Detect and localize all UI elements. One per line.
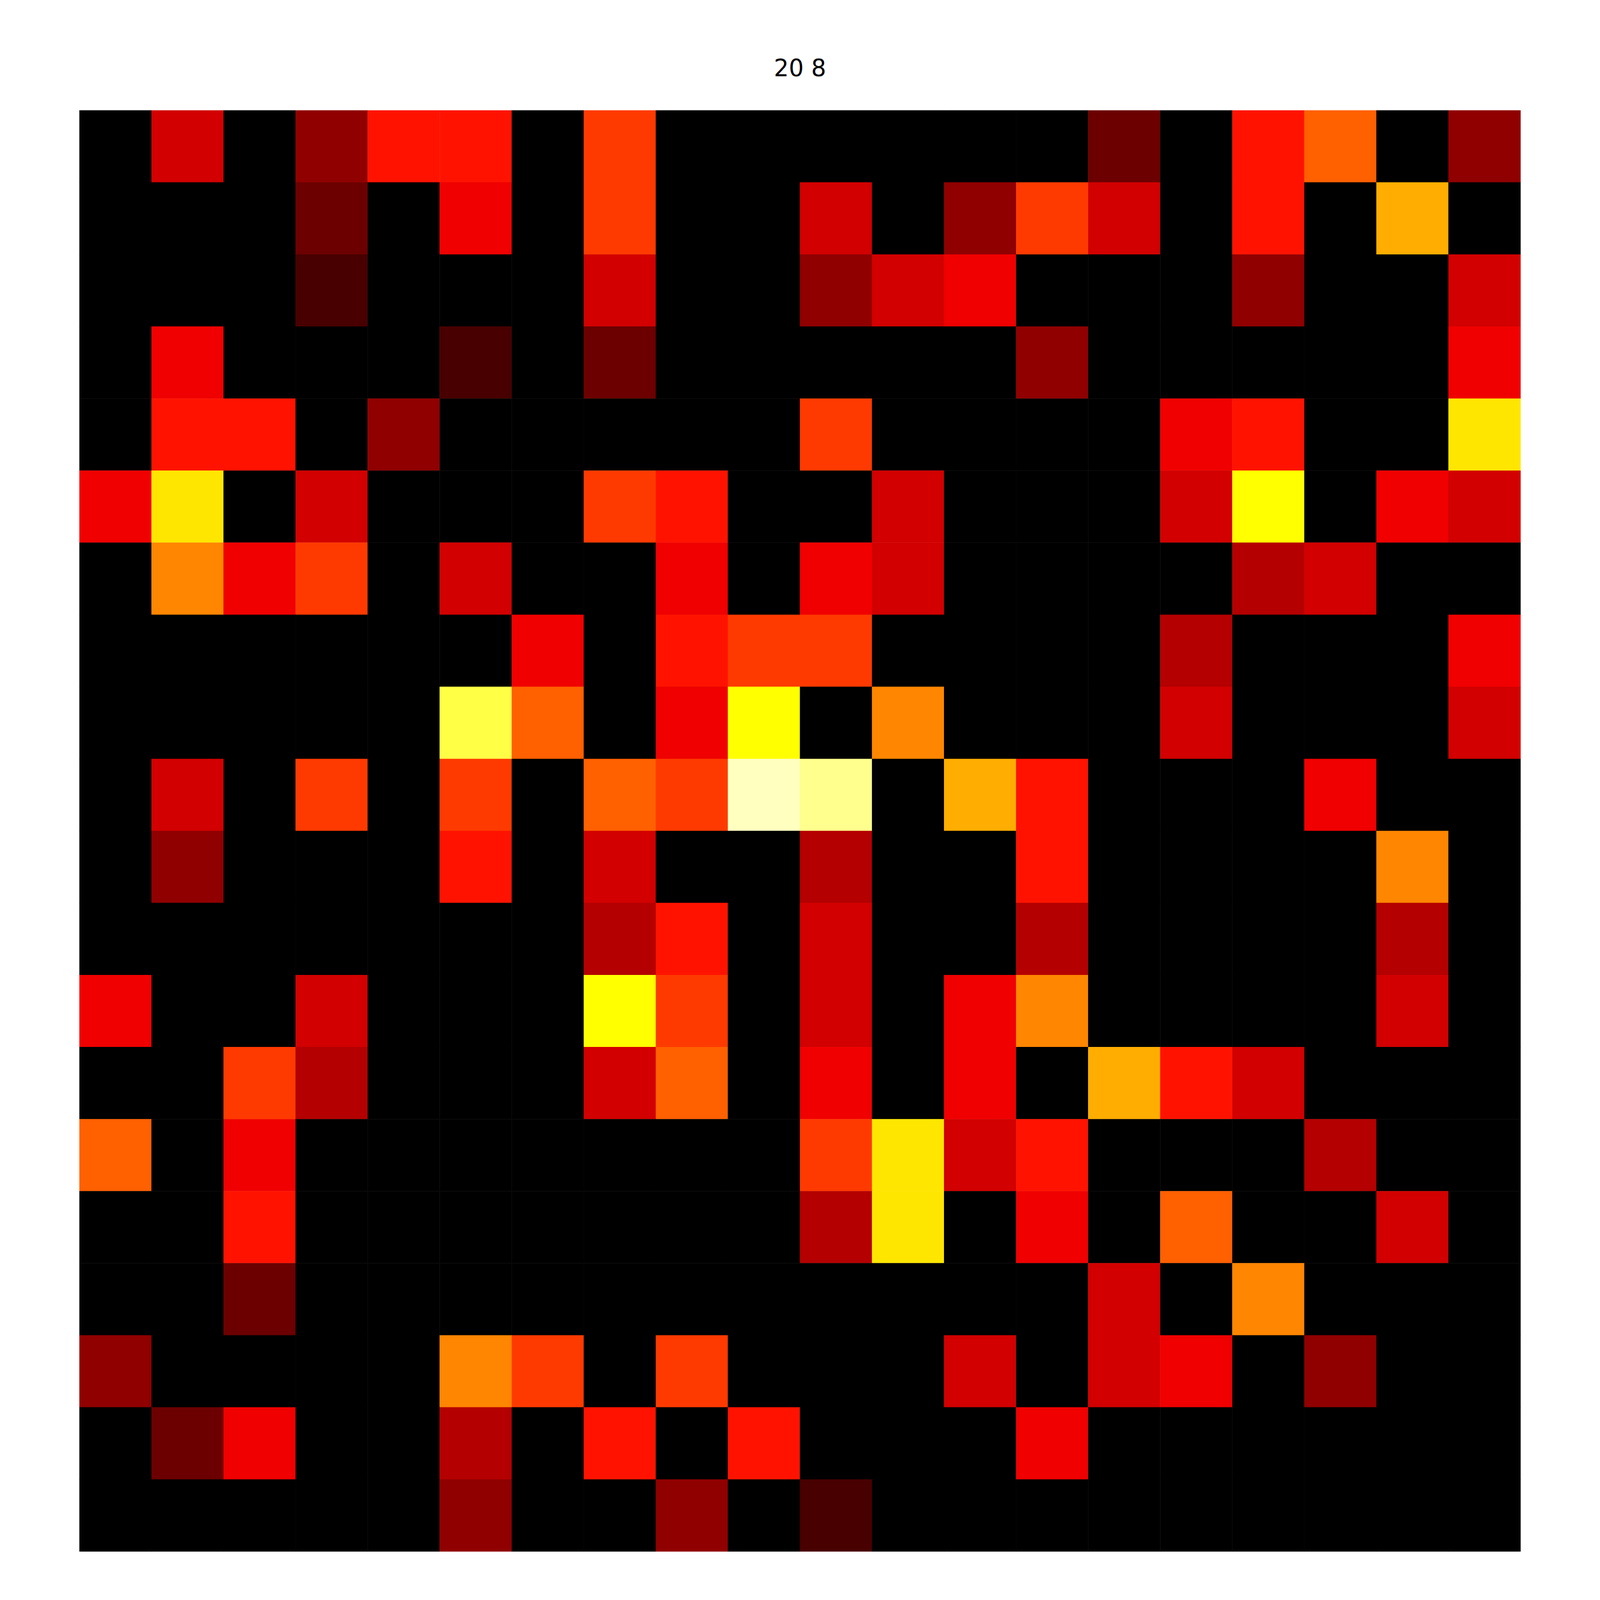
svg-text:20 8: 20 8: [773, 54, 827, 82]
